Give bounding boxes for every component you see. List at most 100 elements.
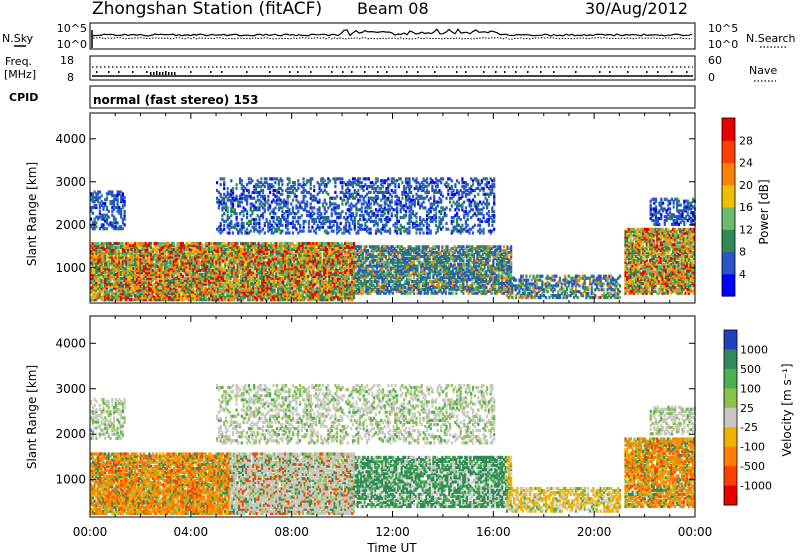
power-echo-cell	[167, 269, 170, 273]
power-echo-cell	[270, 288, 273, 292]
power-echo-cell	[112, 276, 116, 280]
power-echo-cell	[284, 274, 287, 278]
power-echo-cell	[139, 255, 142, 259]
power-echo-cell	[264, 269, 267, 273]
power-echo-cell	[199, 274, 202, 278]
power-echo-cell	[188, 288, 191, 292]
power-echo-cell	[155, 272, 158, 277]
power-echo-cell	[192, 242, 195, 246]
power-echo-cell	[257, 255, 260, 259]
power-echo-cell	[240, 263, 243, 267]
power-echo-cell	[261, 253, 264, 257]
power-echo-cell	[266, 243, 269, 248]
power-echo-cell	[102, 292, 105, 296]
power-echo-cell	[222, 272, 225, 277]
power-echo-cell	[102, 207, 105, 211]
power-echo-cell	[247, 243, 250, 248]
power-echo-cell	[176, 274, 179, 278]
power-echo-cell	[278, 257, 281, 261]
power-echo-cell	[225, 269, 229, 273]
power-echo-cell	[111, 221, 114, 225]
power-echo-cell	[234, 288, 237, 292]
power-echo-cell	[105, 292, 109, 296]
power-echo-cell	[275, 257, 278, 261]
power-echo-cell	[215, 243, 218, 248]
power-echo-cell	[255, 286, 259, 290]
power-echo-cell	[245, 284, 248, 288]
power-echo-cell	[243, 292, 246, 296]
power-echo-cell	[104, 274, 107, 278]
power-echo-cell	[174, 267, 177, 271]
power-echo-cell	[118, 242, 121, 246]
power-echo-cell	[112, 263, 116, 267]
power-echo-cell	[121, 280, 124, 284]
power-echo-cell	[245, 263, 248, 267]
power-echo-cell	[181, 294, 184, 298]
power-echo-cell	[90, 207, 93, 211]
power-echo-cell	[134, 282, 137, 286]
power-echo-cell	[243, 278, 246, 282]
power-echo-cell	[114, 269, 117, 273]
power-echo-cell	[123, 280, 126, 284]
power-echo-cell	[282, 296, 285, 300]
power-echo-cell	[261, 242, 264, 246]
power-echo-cell	[277, 274, 280, 278]
power-echo-cell	[215, 292, 218, 296]
power-echo-cell	[91, 263, 94, 267]
power-echo-cell	[181, 282, 184, 286]
freq-mark	[495, 71, 497, 73]
power-echo-cell	[114, 247, 117, 251]
power-echo-cell	[123, 272, 126, 277]
power-echo-cell	[255, 245, 259, 249]
power-echo-cell	[139, 284, 142, 288]
power-echo-cell	[107, 271, 110, 275]
power-echo-cell	[134, 265, 137, 269]
power-echo-cell	[160, 245, 163, 249]
power-echo-cell	[213, 269, 216, 273]
power-echo-cell	[194, 292, 197, 296]
power-echo-cell	[277, 282, 280, 286]
power-echo-cell	[229, 267, 232, 271]
power-echo-cell	[259, 243, 262, 248]
power-echo-cell	[365, 245, 368, 249]
power-echo-cell	[160, 243, 163, 248]
power-echo-cell	[222, 242, 225, 246]
power-echo-cell	[183, 284, 186, 288]
power-echo-cell	[158, 261, 161, 265]
power-echo-cell	[273, 243, 276, 248]
power-echo-cell	[112, 202, 116, 206]
power-echo-cell	[102, 296, 105, 300]
power-echo-cell	[91, 192, 94, 196]
freq-mark	[646, 71, 648, 73]
power-echo-cell	[180, 290, 183, 294]
power-echo-cell	[234, 249, 237, 253]
power-echo-cell	[224, 259, 227, 263]
power-echo-cell	[104, 261, 107, 265]
power-echo-cell	[262, 272, 266, 277]
power-echo-cell	[91, 211, 94, 215]
power-echo-cell	[243, 259, 246, 263]
power-echo-cell	[208, 290, 211, 294]
power-echo-cell	[180, 298, 183, 302]
power-echo-cell	[139, 294, 142, 298]
power-echo-cell	[130, 247, 133, 251]
power-echo-cell	[201, 261, 204, 265]
power-echo-cell	[187, 271, 190, 275]
freq-mark	[171, 72, 173, 75]
power-echo-cell	[127, 242, 130, 246]
power-echo-cell	[206, 251, 209, 255]
power-echo-cell	[278, 245, 281, 249]
power-echo-cell	[174, 280, 177, 284]
power-echo-cell	[90, 242, 93, 246]
power-echo-cell	[208, 280, 211, 284]
power-echo-cell	[100, 213, 103, 217]
power-echo-cell	[275, 282, 278, 286]
power-echo-cell	[120, 243, 123, 248]
power-echo-cell	[254, 255, 257, 259]
power-echo-cell	[109, 261, 112, 265]
power-echo-cell	[165, 286, 169, 290]
power-echo-cell	[164, 292, 167, 296]
power-echo-cell	[270, 296, 273, 300]
power-echo-cell	[232, 280, 236, 284]
power-echo-cell	[213, 298, 216, 302]
